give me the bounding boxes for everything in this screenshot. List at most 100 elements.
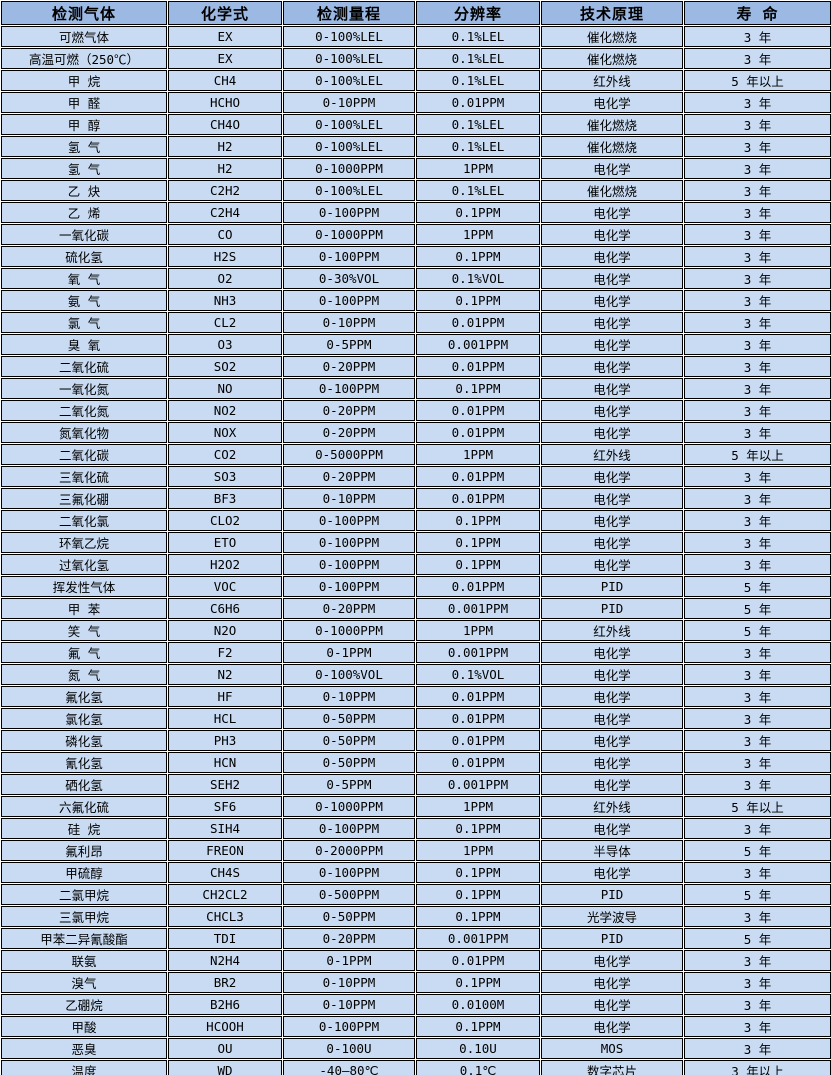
principle-cell: MOS: [541, 1038, 683, 1059]
range-cell: 0-1000PPM: [283, 224, 415, 245]
gas-cell: 三氧化硫: [1, 466, 167, 487]
range-cell: 0-50PPM: [283, 708, 415, 729]
lifespan-cell: 3 年: [684, 1038, 831, 1059]
gas-cell: 二氧化硫: [1, 356, 167, 377]
principle-cell: PID: [541, 928, 683, 949]
resolution-cell: 1PPM: [416, 444, 540, 465]
resolution-cell: 1PPM: [416, 840, 540, 861]
formula-cell: EX: [168, 48, 282, 69]
table-row: 二氯甲烷 CH2CL2 0-500PPM 0.1PPM PID 5 年: [1, 884, 831, 905]
table-row: 甲硫醇 CH4S 0-100PPM 0.1PPM 电化学 3 年: [1, 862, 831, 883]
table-row: 硅 烷 SIH4 0-100PPM 0.1PPM 电化学 3 年: [1, 818, 831, 839]
resolution-cell: 0.1%LEL: [416, 136, 540, 157]
principle-cell: 电化学: [541, 774, 683, 795]
range-cell: 0-100PPM: [283, 1016, 415, 1037]
gas-cell: 过氧化氢: [1, 554, 167, 575]
formula-cell: B2H6: [168, 994, 282, 1015]
lifespan-cell: 3 年: [684, 818, 831, 839]
resolution-cell: 1PPM: [416, 158, 540, 179]
range-cell: 0-2000PPM: [283, 840, 415, 861]
resolution-cell: 0.1PPM: [416, 818, 540, 839]
lifespan-cell: 5 年: [684, 928, 831, 949]
lifespan-cell: 5 年以上: [684, 796, 831, 817]
gas-cell: 高温可燃（250℃）: [1, 48, 167, 69]
gas-cell: 溴气: [1, 972, 167, 993]
table-row: 一氧化碳 CO 0-1000PPM 1PPM 电化学 3 年: [1, 224, 831, 245]
range-cell: 0-1000PPM: [283, 796, 415, 817]
lifespan-cell: 3 年: [684, 730, 831, 751]
table-row: 乙硼烷 B2H6 0-10PPM 0.0100M 电化学 3 年: [1, 994, 831, 1015]
formula-cell: VOC: [168, 576, 282, 597]
gas-cell: 氢 气: [1, 136, 167, 157]
principle-cell: 电化学: [541, 1016, 683, 1037]
formula-cell: O3: [168, 334, 282, 355]
principle-cell: 红外线: [541, 796, 683, 817]
formula-cell: PH3: [168, 730, 282, 751]
lifespan-cell: 3 年: [684, 708, 831, 729]
gas-cell: 臭 氧: [1, 334, 167, 355]
header-row: 检测气体 化学式 检测量程 分辨率 技术原理 寿 命: [1, 1, 831, 25]
resolution-cell: 0.01PPM: [416, 488, 540, 509]
gas-cell: 恶臭: [1, 1038, 167, 1059]
principle-cell: 电化学: [541, 532, 683, 553]
gas-cell: 氨 气: [1, 290, 167, 311]
formula-cell: CH4S: [168, 862, 282, 883]
table-row: 二氧化硫 SO2 0-20PPM 0.01PPM 电化学 3 年: [1, 356, 831, 377]
lifespan-cell: 5 年: [684, 884, 831, 905]
table-row: 二氧化碳 CO2 0-5000PPM 1PPM 红外线 5 年以上: [1, 444, 831, 465]
lifespan-cell: 3 年: [684, 642, 831, 663]
table-row: 氢 气 H2 0-100%LEL 0.1%LEL 催化燃烧 3 年: [1, 136, 831, 157]
table-row: 硒化氢 SEH2 0-5PPM 0.001PPM 电化学 3 年: [1, 774, 831, 795]
formula-cell: N2: [168, 664, 282, 685]
principle-cell: 光学波导: [541, 906, 683, 927]
gas-cell: 甲 烷: [1, 70, 167, 91]
principle-cell: 电化学: [541, 92, 683, 113]
column-header-principle: 技术原理: [541, 1, 683, 25]
range-cell: 0-100PPM: [283, 290, 415, 311]
table-row: 一氧化氮 NO 0-100PPM 0.1PPM 电化学 3 年: [1, 378, 831, 399]
formula-cell: BR2: [168, 972, 282, 993]
table-row: 联氨 N2H4 0-1PPM 0.01PPM 电化学 3 年: [1, 950, 831, 971]
range-cell: 0-100%LEL: [283, 114, 415, 135]
range-cell: 0-5PPM: [283, 774, 415, 795]
gas-cell: 甲 醇: [1, 114, 167, 135]
formula-cell: C6H6: [168, 598, 282, 619]
table-row: 恶臭 OU 0-100U 0.10U MOS 3 年: [1, 1038, 831, 1059]
formula-cell: CO: [168, 224, 282, 245]
range-cell: 0-100PPM: [283, 246, 415, 267]
table-row: 笑 气 N2O 0-1000PPM 1PPM 红外线 5 年: [1, 620, 831, 641]
resolution-cell: 0.1PPM: [416, 862, 540, 883]
resolution-cell: 0.01PPM: [416, 400, 540, 421]
lifespan-cell: 5 年: [684, 576, 831, 597]
gas-cell: 三氟化硼: [1, 488, 167, 509]
range-cell: 0-100PPM: [283, 378, 415, 399]
table-row: 氯化氢 HCL 0-50PPM 0.01PPM 电化学 3 年: [1, 708, 831, 729]
resolution-cell: 0.0100M: [416, 994, 540, 1015]
principle-cell: 电化学: [541, 246, 683, 267]
resolution-cell: 0.1PPM: [416, 554, 540, 575]
resolution-cell: 0.10U: [416, 1038, 540, 1059]
formula-cell: CHCL3: [168, 906, 282, 927]
table-row: 挥发性气体 VOC 0-100PPM 0.01PPM PID 5 年: [1, 576, 831, 597]
gas-cell: 氟 气: [1, 642, 167, 663]
lifespan-cell: 3 年: [684, 180, 831, 201]
principle-cell: 电化学: [541, 664, 683, 685]
range-cell: 0-5PPM: [283, 334, 415, 355]
table-row: 硫化氢 H2S 0-100PPM 0.1PPM 电化学 3 年: [1, 246, 831, 267]
formula-cell: SO2: [168, 356, 282, 377]
range-cell: 0-10PPM: [283, 994, 415, 1015]
lifespan-cell: 3 年: [684, 312, 831, 333]
gas-cell: 氮氧化物: [1, 422, 167, 443]
range-cell: 0-1000PPM: [283, 158, 415, 179]
lifespan-cell: 3 年: [684, 664, 831, 685]
lifespan-cell: 5 年以上: [684, 444, 831, 465]
formula-cell: FREON: [168, 840, 282, 861]
principle-cell: 红外线: [541, 620, 683, 641]
formula-cell: SEH2: [168, 774, 282, 795]
range-cell: 0-20PPM: [283, 598, 415, 619]
gas-cell: 二氧化氮: [1, 400, 167, 421]
column-header-formula: 化学式: [168, 1, 282, 25]
gas-cell: 挥发性气体: [1, 576, 167, 597]
gas-cell: 甲硫醇: [1, 862, 167, 883]
